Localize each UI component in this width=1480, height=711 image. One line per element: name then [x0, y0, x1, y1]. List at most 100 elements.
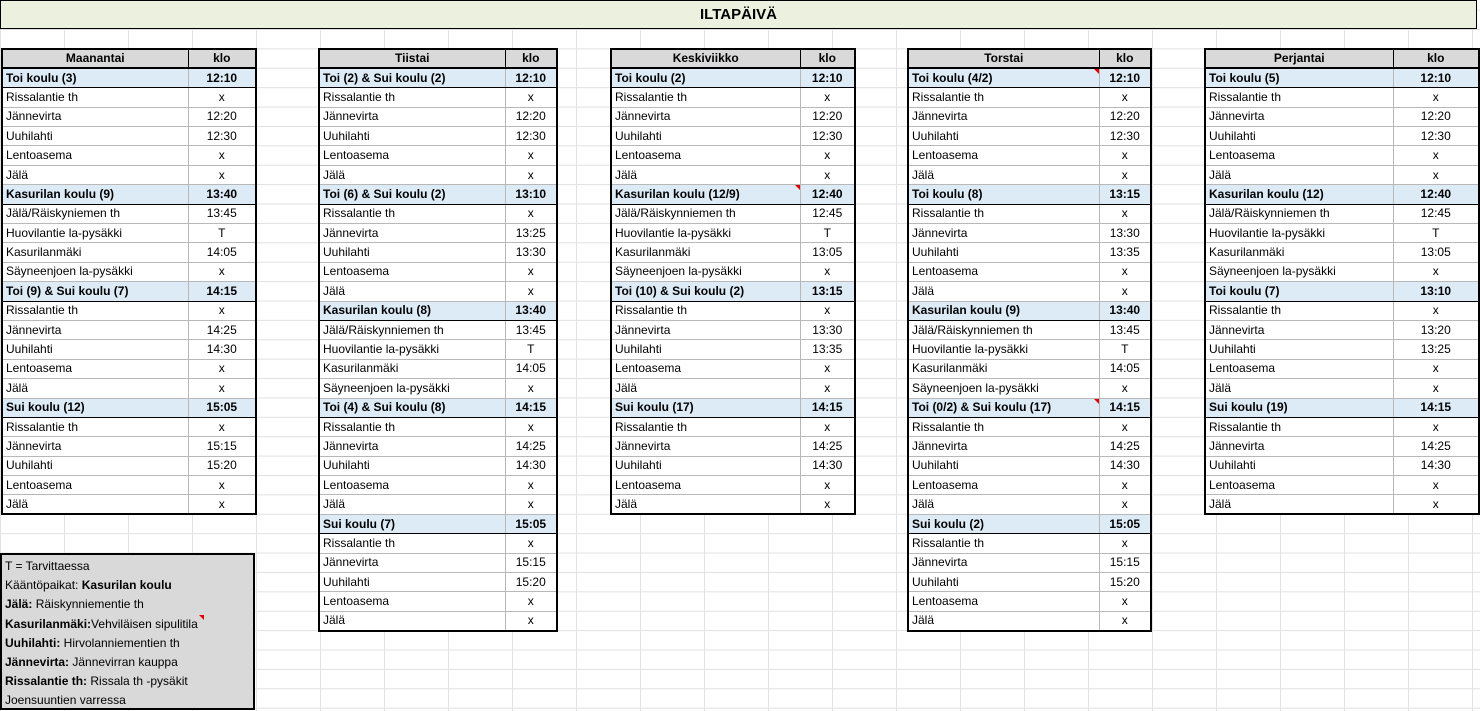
stop-time-cell[interactable]: x [187, 164, 257, 186]
stop-name-cell[interactable]: Uuhilahti [318, 572, 506, 593]
stop-time-cell[interactable]: 13:35 [799, 339, 856, 360]
stop-time-cell[interactable]: x [799, 475, 856, 496]
stop-name-cell[interactable]: Uuhilahti [1204, 455, 1394, 477]
stop-time-cell[interactable]: 12:20 [1098, 106, 1152, 128]
departure-time-cell[interactable]: 12:40 [799, 184, 856, 205]
school-name-cell[interactable]: Toi (2) & Sui koulu (2) [318, 67, 506, 89]
stop-time-cell[interactable]: x [1392, 261, 1480, 283]
stop-name-cell[interactable]: Rissalantie th [1204, 87, 1394, 108]
stop-time-cell[interactable]: 13:30 [1098, 223, 1152, 244]
stop-name-cell[interactable]: Kasurilanmäki [318, 358, 506, 380]
stop-name-cell[interactable]: Uuhilahti [610, 455, 801, 477]
stop-time-cell[interactable]: 13:45 [1098, 319, 1152, 341]
day-header[interactable]: Torstai [907, 48, 1100, 70]
stop-name-cell[interactable]: Jännevirta [610, 106, 801, 128]
stop-name-cell[interactable]: Lentoasema [318, 145, 506, 166]
school-name-cell[interactable]: Kasurilan koulu (12) [1204, 184, 1394, 205]
stop-time-cell[interactable]: 12:20 [187, 106, 257, 128]
departure-time-cell[interactable]: 14:15 [1392, 397, 1480, 418]
stop-time-cell[interactable]: 13:30 [504, 242, 558, 263]
stop-time-cell[interactable]: x [799, 494, 856, 515]
stop-time-cell[interactable]: 13:30 [799, 319, 856, 341]
school-name-cell[interactable]: Toi koulu (2) [610, 67, 801, 89]
stop-time-cell[interactable]: x [1392, 358, 1480, 380]
stop-time-cell[interactable]: 14:25 [799, 436, 856, 457]
stop-name-cell[interactable]: Jännevirta [1, 319, 189, 341]
departure-time-cell[interactable]: 13:15 [799, 281, 856, 302]
stop-time-cell[interactable]: x [187, 416, 257, 438]
stop-name-cell[interactable]: Kasurilanmäki [1, 242, 189, 263]
stop-name-cell[interactable]: Jälä [610, 494, 801, 515]
stop-time-cell[interactable]: x [187, 494, 257, 515]
departure-time-cell[interactable]: 13:40 [187, 184, 257, 205]
time-header[interactable]: klo [504, 48, 558, 70]
school-name-cell[interactable]: Toi koulu (5) [1204, 67, 1394, 89]
stop-name-cell[interactable]: Uuhilahti [907, 126, 1100, 147]
stop-time-cell[interactable]: 14:25 [187, 319, 257, 341]
stop-name-cell[interactable]: Jälä [318, 610, 506, 632]
stop-name-cell[interactable]: Huovilantie la-pysäkki [907, 339, 1100, 360]
stop-time-cell[interactable]: T [1098, 339, 1152, 360]
stop-name-cell[interactable]: Jännevirta [318, 106, 506, 128]
stop-time-cell[interactable]: 14:05 [1098, 358, 1152, 380]
stop-name-cell[interactable]: Rissalantie th [610, 87, 801, 108]
stop-time-cell[interactable]: x [187, 358, 257, 380]
stop-name-cell[interactable]: Rissalantie th [1204, 416, 1394, 438]
stop-name-cell[interactable]: Lentoasema [907, 475, 1100, 496]
stop-name-cell[interactable]: Lentoasema [1, 145, 189, 166]
departure-time-cell[interactable]: 12:10 [187, 67, 257, 89]
stop-name-cell[interactable]: Rissalantie th [1, 416, 189, 438]
stop-time-cell[interactable]: 12:20 [504, 106, 558, 128]
departure-time-cell[interactable]: 12:10 [504, 67, 558, 89]
stop-name-cell[interactable]: Jälä [1, 378, 189, 399]
stop-time-cell[interactable]: x [799, 358, 856, 380]
stop-time-cell[interactable]: x [504, 591, 558, 612]
stop-name-cell[interactable]: Rissalantie th [1, 300, 189, 321]
stop-time-cell[interactable]: x [504, 378, 558, 399]
stop-name-cell[interactable]: Jälä [1, 494, 189, 515]
stop-time-cell[interactable]: x [1392, 378, 1480, 399]
time-header[interactable]: klo [1392, 48, 1480, 70]
stop-name-cell[interactable]: Uuhilahti [318, 242, 506, 263]
stop-time-cell[interactable]: x [504, 475, 558, 496]
stop-name-cell[interactable]: Jälä/Räiskyniemen th [1, 203, 189, 225]
stop-time-cell[interactable]: 13:25 [504, 223, 558, 244]
stop-time-cell[interactable]: x [1392, 164, 1480, 186]
stop-name-cell[interactable]: Rissalantie th [318, 416, 506, 438]
stop-time-cell[interactable]: x [187, 145, 257, 166]
stop-time-cell[interactable]: 13:20 [1392, 319, 1480, 341]
stop-name-cell[interactable]: Rissalantie th [318, 203, 506, 225]
stop-name-cell[interactable]: Jälä [907, 164, 1100, 186]
stop-name-cell[interactable]: Uuhilahti [318, 455, 506, 477]
stop-name-cell[interactable]: Uuhilahti [907, 455, 1100, 477]
stop-name-cell[interactable]: Rissalantie th [907, 416, 1100, 438]
stop-name-cell[interactable]: Lentoasema [1204, 475, 1394, 496]
stop-time-cell[interactable]: x [504, 164, 558, 186]
stop-name-cell[interactable]: Rissalantie th [1204, 300, 1394, 321]
stop-time-cell[interactable]: 12:30 [187, 126, 257, 147]
stop-time-cell[interactable]: x [187, 87, 257, 108]
stop-name-cell[interactable]: Säyneenjoen la-pysäkki [1, 261, 189, 283]
stop-name-cell[interactable]: Kasurilanmäki [1204, 242, 1394, 263]
school-name-cell[interactable]: Kasurilan koulu (9) [907, 300, 1100, 321]
stop-name-cell[interactable]: Jälä [610, 164, 801, 186]
stop-time-cell[interactable]: x [799, 416, 856, 438]
departure-time-cell[interactable]: 13:10 [1392, 281, 1480, 302]
stop-time-cell[interactable]: x [1098, 416, 1152, 438]
departure-time-cell[interactable]: 12:10 [1098, 67, 1152, 89]
stop-name-cell[interactable]: Uuhilahti [1, 126, 189, 147]
stop-name-cell[interactable]: Lentoasema [1204, 358, 1394, 380]
stop-time-cell[interactable]: x [1098, 203, 1152, 225]
stop-name-cell[interactable]: Jännevirta [1, 106, 189, 128]
school-name-cell[interactable]: Toi koulu (7) [1204, 281, 1394, 302]
stop-name-cell[interactable]: Lentoasema [907, 591, 1100, 612]
stop-name-cell[interactable]: Jännevirta [610, 319, 801, 341]
stop-name-cell[interactable]: Jälä [318, 164, 506, 186]
stop-name-cell[interactable]: Jälä [1, 164, 189, 186]
departure-time-cell[interactable]: 13:15 [1098, 184, 1152, 205]
stop-time-cell[interactable]: T [187, 223, 257, 244]
stop-name-cell[interactable]: Rissalantie th [907, 533, 1100, 554]
stop-name-cell[interactable]: Lentoasema [907, 145, 1100, 166]
stop-time-cell[interactable]: x [1098, 475, 1152, 496]
stop-time-cell[interactable]: 13:35 [1098, 242, 1152, 263]
